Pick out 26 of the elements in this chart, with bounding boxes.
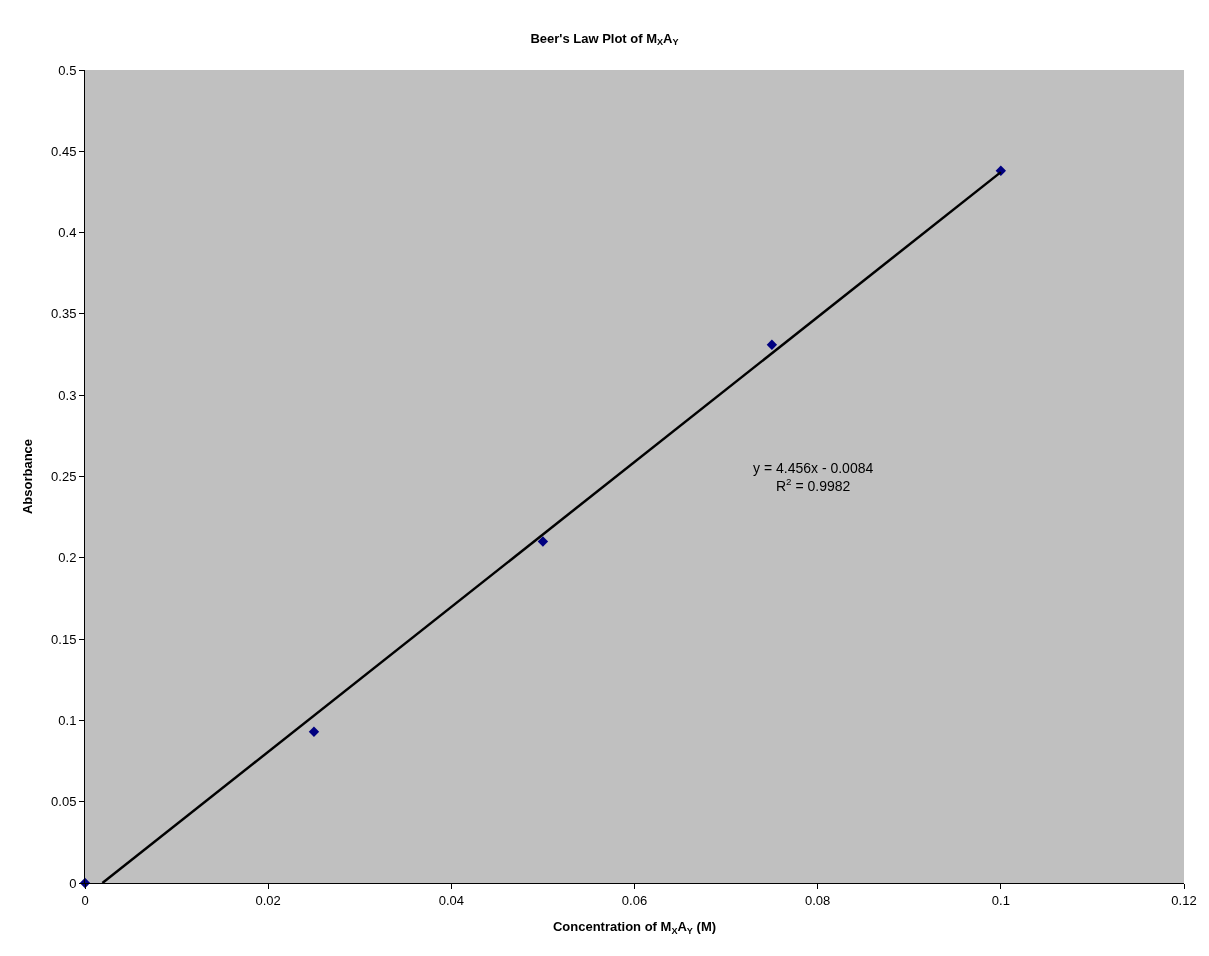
y-tick-label: 0.05 — [51, 794, 77, 810]
y-tick-label: 0.35 — [51, 306, 77, 322]
annotation: y = 4.456x - 0.0084 — [753, 460, 874, 476]
chart-title: Beer's Law Plot of M$_{X}$A$_{Y}$ — [530, 30, 679, 48]
y-tick-label: 0.1 — [58, 712, 77, 728]
x-tick-label: 0 — [81, 892, 89, 908]
y-tick-label: 0 — [69, 875, 77, 891]
point — [308, 726, 320, 737]
x-tick-label: 0.08 — [805, 892, 831, 908]
y-axis-title: Absorbance — [20, 438, 36, 515]
y-tick-label: 0.3 — [58, 387, 77, 403]
y-tick-label: 0.45 — [51, 143, 77, 159]
point — [537, 536, 549, 547]
point — [766, 339, 778, 350]
y-tick-label: 0.15 — [51, 631, 77, 647]
x-tick-label: 0.02 — [255, 892, 281, 908]
y-tick-label: 0.2 — [58, 550, 77, 566]
y-tick-label: 0.5 — [58, 62, 77, 78]
x-tick-label: 0.04 — [438, 892, 464, 908]
y-tick-label: 0.4 — [58, 225, 77, 241]
annotation: R$^{2}$ = 0.9982 — [775, 476, 851, 495]
y-tick-label: 0.25 — [51, 469, 77, 485]
x-axis-title: Concentration of M$_{X}$A$_{Y}$ (M) — [552, 919, 717, 936]
x-tick-label: 0.1 — [991, 892, 1010, 908]
x-tick-label: 0.12 — [1171, 892, 1197, 908]
x-tick-label: 0.06 — [621, 892, 648, 908]
